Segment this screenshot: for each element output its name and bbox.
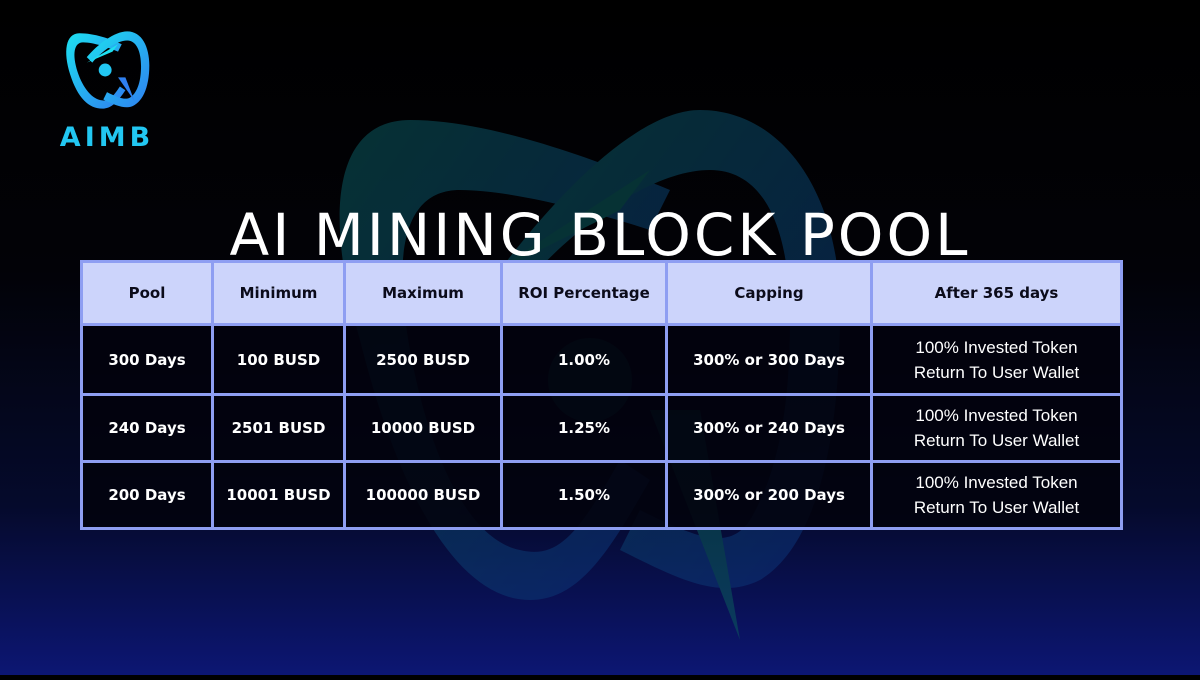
cell-after-365-days: 100% Invested Token Return To User Walle… — [870, 323, 1123, 396]
table-row: 200 Days 10001 BUSD 100000 BUSD 1.50% 30… — [80, 460, 1123, 530]
cell-pool: 200 Days — [80, 460, 214, 530]
header-pool: Pool — [80, 260, 214, 326]
after-line-1: 100% Invested Token — [915, 473, 1078, 492]
cell-minimum: 2501 BUSD — [211, 393, 346, 463]
page-title: AI MINING BLOCK POOL — [229, 200, 971, 269]
table-row: 300 Days 100 BUSD 2500 BUSD 1.00% 300% o… — [80, 323, 1123, 396]
cell-roi: 1.25% — [500, 393, 668, 463]
cell-capping: 300% or 300 Days — [665, 323, 873, 396]
orbit-atom-icon — [66, 31, 150, 109]
after-line-2: Return To User Wallet — [913, 362, 1080, 382]
cell-roi: 1.50% — [500, 460, 668, 530]
cell-capping: 300% or 240 Days — [665, 393, 873, 463]
cell-pool: 240 Days — [80, 393, 214, 463]
cell-after-365-days: 100% Invested Token Return To User Walle… — [870, 393, 1123, 463]
after-line-2: Return To User Wallet — [913, 498, 1080, 517]
table-row: 240 Days 2501 BUSD 10000 BUSD 1.25% 300%… — [80, 393, 1123, 463]
cell-minimum: 10001 BUSD — [211, 460, 346, 530]
cell-maximum: 10000 BUSD — [343, 393, 503, 463]
brand-logo: AIMB — [52, 24, 162, 153]
cell-capping: 300% or 200 Days — [665, 460, 873, 530]
cell-maximum: 100000 BUSD — [343, 460, 503, 530]
brand-name: AIMB — [59, 122, 155, 153]
header-minimum: Minimum — [211, 260, 346, 326]
after-line-1: 100% Invested Token — [915, 337, 1078, 357]
header-capping: Capping — [665, 260, 873, 326]
cell-pool: 300 Days — [80, 323, 214, 396]
header-maximum: Maximum — [343, 260, 503, 326]
after-line-1: 100% Invested Token — [915, 406, 1078, 425]
header-roi-percentage: ROI Percentage — [500, 260, 668, 326]
cell-minimum: 100 BUSD — [211, 323, 346, 396]
after-line-2: Return To User Wallet — [913, 431, 1080, 450]
cell-maximum: 2500 BUSD — [343, 323, 503, 396]
table-header-row: Pool Minimum Maximum ROI Percentage Capp… — [80, 260, 1123, 326]
pool-table: Pool Minimum Maximum ROI Percentage Capp… — [80, 260, 1123, 530]
header-after-365-days: After 365 days — [870, 260, 1123, 326]
cell-after-365-days: 100% Invested Token Return To User Walle… — [870, 460, 1123, 530]
cell-roi: 1.00% — [500, 323, 668, 396]
